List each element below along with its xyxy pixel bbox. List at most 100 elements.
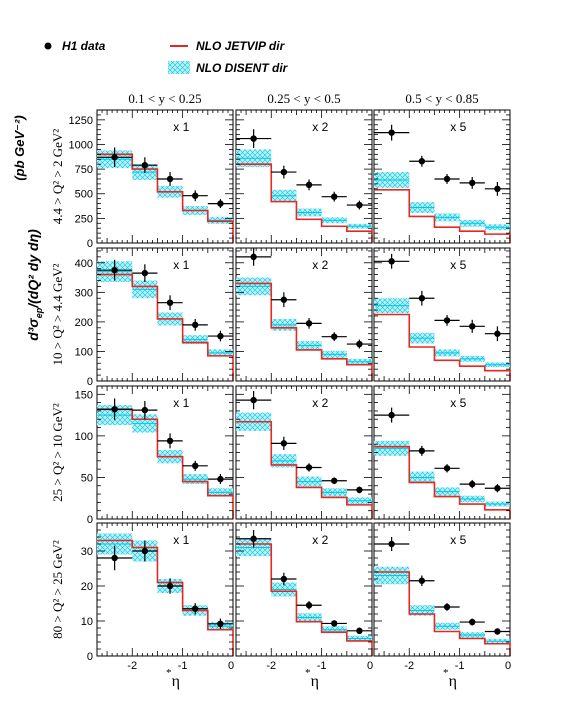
panel-r3-c2: x 2	[235, 385, 373, 520]
data-point	[305, 602, 313, 609]
jetvip-histogram	[236, 282, 373, 381]
data-point	[331, 620, 338, 627]
x-tick-label: -1	[178, 660, 188, 672]
panel-r3-c3: x 5	[373, 385, 511, 520]
y-axis-title-rest: /(dQ² dy dη)	[25, 229, 41, 309]
y-tick-label: 200	[75, 317, 93, 329]
scale-label: x 5	[450, 533, 466, 547]
panel-r4-c3: x 5 -2 -1 0 η*	[373, 522, 511, 690]
data-point	[141, 406, 149, 414]
scale-label: x 5	[450, 396, 466, 410]
data-point	[192, 192, 199, 199]
jetvip-histogram	[236, 163, 373, 243]
scale-label: x 5	[450, 120, 466, 134]
data-point	[166, 299, 174, 306]
y-tick-label: 20	[81, 581, 93, 593]
y-axis-title-sub: ep	[34, 307, 44, 318]
data-point	[305, 320, 313, 327]
scale-label: x 2	[312, 258, 328, 272]
jetvip-histogram	[236, 420, 373, 519]
data-point	[388, 258, 395, 265]
y-tick-label: 1000	[69, 139, 93, 151]
x-tick-label: 0	[505, 660, 511, 672]
data-point	[418, 577, 426, 584]
data-point	[280, 440, 288, 447]
jetvip-histogram	[374, 189, 511, 243]
row-title-3: 25 > Q² > 10 GeV²	[50, 403, 65, 502]
panel-r1-c1: x 1 0 250 500 750 1000 1250	[69, 109, 234, 250]
jetvip-histogram	[97, 408, 234, 519]
y-tick-label: 300	[75, 287, 93, 299]
x-tick-label: 0	[367, 660, 373, 672]
x-axis-label-main: η	[449, 673, 457, 690]
data-point	[388, 540, 395, 548]
data-point	[388, 411, 395, 419]
x-axis-label: η*	[443, 667, 457, 690]
x-tick-label: -2	[127, 660, 137, 672]
data-point	[305, 464, 313, 471]
legend: H1 data NLO JETVIP dir NLO DISENT dir	[44, 39, 289, 75]
y-tick-label: 10	[81, 616, 93, 628]
y-tick-label: 100	[75, 431, 93, 443]
row-title-2: 10 > Q² > 4.4 GeV²	[50, 263, 65, 365]
data-point	[494, 628, 501, 635]
data-point	[250, 535, 257, 542]
data-point	[443, 465, 451, 472]
panel-r2-c1: x 1 0 100 200 300 400	[75, 247, 234, 388]
x-axis-label-star: *	[166, 667, 172, 679]
data-point	[280, 168, 288, 176]
x-axis-label: η*	[166, 667, 180, 690]
data-point	[469, 480, 476, 488]
scale-label: x 1	[173, 533, 189, 547]
jetvip-histogram	[97, 539, 234, 656]
data-point	[217, 620, 224, 627]
data-point	[418, 295, 426, 302]
data-point	[388, 129, 395, 136]
x-tick-label: 0	[228, 660, 234, 672]
y-tick-label: 1250	[69, 115, 93, 127]
jetvip-histogram	[236, 543, 373, 656]
data-point	[111, 554, 118, 562]
scale-label: x 1	[173, 120, 189, 134]
scale-label: x 1	[173, 396, 189, 410]
data-point	[331, 477, 338, 484]
data-point	[494, 330, 501, 337]
data-point	[111, 154, 118, 161]
panel-r3-c1: x 1 0 50 100 150	[75, 385, 234, 526]
panel-r4-c1: x 1 0 10 20 30 -2 -1 0 η*	[81, 522, 234, 690]
legend-data-label: H1 data	[62, 39, 106, 53]
data-point	[469, 323, 476, 330]
y-tick-label: 750	[75, 164, 93, 176]
jetvip-histogram	[374, 313, 511, 381]
data-point	[356, 486, 363, 494]
data-point	[494, 185, 501, 193]
data-point	[111, 406, 118, 413]
data-point	[331, 333, 338, 340]
data-point	[111, 266, 118, 274]
x-axis-label-main: η	[311, 673, 319, 690]
y-axis-title-main: d³σ	[25, 318, 41, 341]
scale-label: x 1	[173, 258, 189, 272]
jetvip-histogram	[97, 273, 234, 381]
data-point	[166, 175, 174, 183]
data-point	[356, 627, 363, 634]
data-point	[356, 340, 363, 348]
y-tick-label: 0	[87, 514, 93, 526]
data-point	[331, 193, 338, 200]
data-point	[217, 200, 224, 207]
y-axis-units-text: (pb GeV⁻²)	[12, 115, 27, 180]
data-point	[250, 396, 257, 404]
data-point	[443, 603, 451, 611]
legend-data-marker	[44, 42, 52, 50]
row-title-text: 10 > Q² > 4.4 GeV²	[50, 263, 65, 365]
y-tick-label: 50	[81, 472, 93, 484]
scale-label: x 2	[312, 396, 328, 410]
data-point	[280, 575, 288, 583]
x-axis-label: η*	[305, 667, 319, 690]
row-title-4: 80 > Q² > 25 GeV²	[50, 540, 65, 639]
x-tick-label: -2	[404, 660, 414, 672]
x-tick-label: -1	[317, 660, 327, 672]
panel-r1-c2: x 2	[235, 109, 373, 244]
